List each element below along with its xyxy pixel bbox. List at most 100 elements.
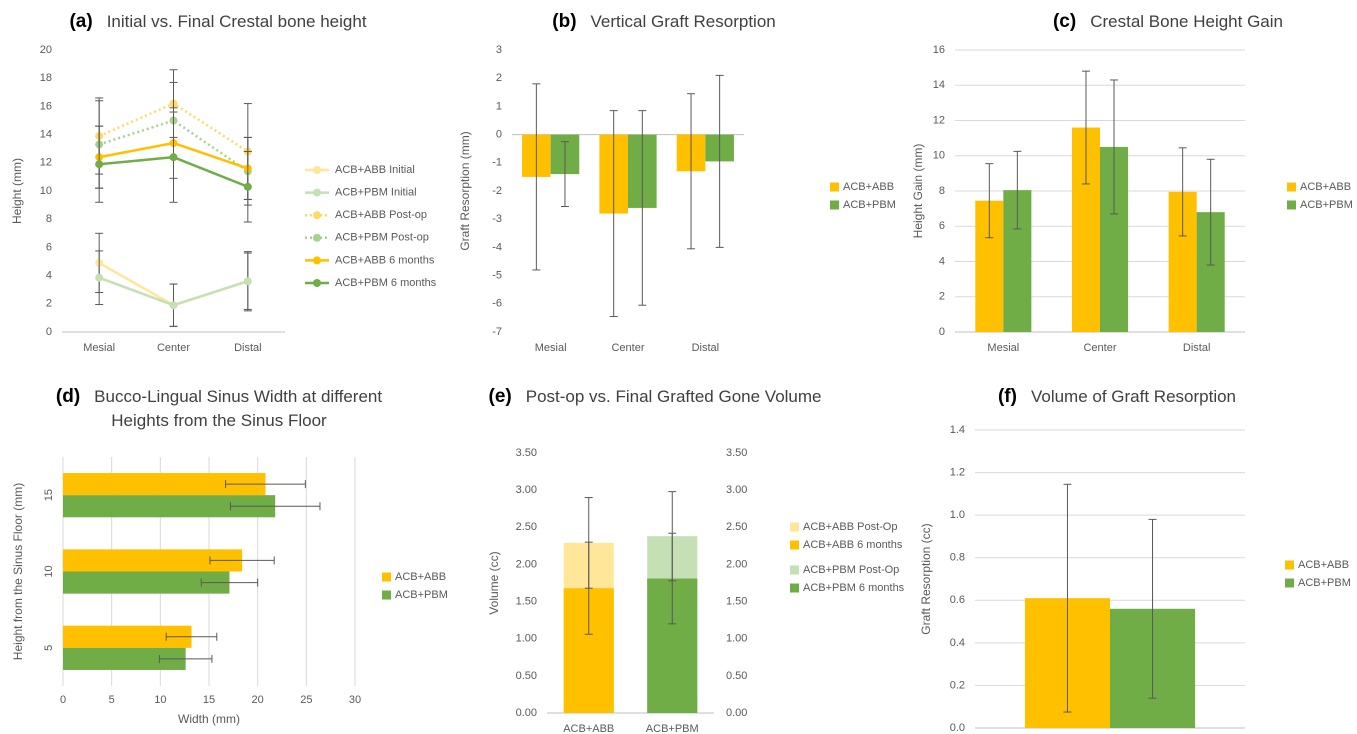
x-axis-title: Width (mm): [178, 712, 240, 726]
chart: Graft Resorption (mm) -7 -6 -5 -4 -3 -2 -1 0 1 2 3 M…: [458, 44, 896, 354]
legend-swatch: [382, 572, 391, 582]
marker: [243, 277, 252, 286]
y-tick-label: 10: [40, 185, 52, 197]
y-tick-label: 5: [43, 645, 55, 651]
x-tick-label: ACB+ABB: [563, 723, 614, 734]
y-tick-label: 1.50: [516, 595, 537, 607]
line: [98, 119, 249, 173]
y-tick-label: 8: [46, 213, 52, 225]
legend-swatch: [830, 182, 839, 192]
y2-tick-label: 3.00: [726, 484, 747, 496]
legend-swatch: [1287, 200, 1296, 210]
y-tick-label: 0: [496, 129, 502, 141]
legend-label: ACB+PBM: [1300, 199, 1353, 211]
y-tick-label: 8: [939, 185, 945, 197]
legend-swatch: [313, 166, 321, 174]
y-tick-label: 4: [46, 270, 52, 282]
chart-panel: Height (mm) 0 2 4 6 8 10 12 14 16 18 20 Mesial Center…: [0, 0, 452, 365]
legend-label: ACB+ABB 6 months: [803, 539, 903, 551]
legend-label: ACB+ABB Post-Op: [803, 521, 897, 533]
y-tick-label: 3.50: [516, 447, 537, 459]
y-tick-label: 16: [933, 44, 945, 56]
y-tick-label: -3: [492, 213, 502, 225]
chart-panel: Graft Resorption (cc) 0.0 0.2 0.4 0.6 0.8 1.0 1…: [905, 375, 1357, 734]
x-tick-label: 0: [60, 694, 66, 706]
panel-label: (b): [552, 11, 577, 32]
y-tick-label: -4: [492, 241, 502, 253]
legend-swatch: [790, 565, 799, 575]
legend-swatch: [790, 583, 799, 593]
x-tick-label: Center: [157, 342, 190, 354]
x-tick-label: 30: [349, 694, 361, 706]
marker: [95, 273, 104, 282]
chart-panel: Height Gain (mm) 0 2 4 6 8 10 12 14 16 Mesial Cente…: [905, 0, 1357, 365]
bar: [63, 473, 266, 496]
title-text: Vertical Graft Resorption: [590, 12, 776, 31]
chart: Height (mm) 0 2 4 6 8 10 12 14 16 18 20 Mesial Center…: [10, 44, 437, 354]
panel-label: (a): [69, 11, 93, 32]
y-tick-label: 16: [40, 100, 52, 112]
y2-tick-label: 3.50: [726, 447, 747, 459]
y-tick-label: 12: [933, 114, 945, 126]
marker: [95, 160, 104, 169]
panel-label: (e): [488, 386, 512, 407]
legend-swatch: [1285, 560, 1294, 570]
legend-label: ACB+ABB: [1298, 559, 1349, 571]
y-tick-label: 2: [496, 72, 502, 84]
marker: [243, 182, 252, 191]
y-axis-title: Graft Resorption (mm): [458, 131, 472, 250]
x-tick-label: Center: [611, 342, 644, 354]
chart-title: (c) Crestal Bone Height Gain: [953, 10, 1357, 34]
legend-label: ACB+ABB Post-op: [335, 209, 427, 221]
y-tick-label: 1: [496, 100, 502, 112]
y-axis-title: Height Gain (mm): [911, 144, 925, 239]
y-tick-label: -1: [492, 157, 502, 169]
y-tick-label: 20: [40, 44, 52, 56]
panel-label: (f): [997, 386, 1017, 407]
legend-label: ACB+PBM: [395, 589, 448, 601]
y-tick-label: 15: [43, 489, 55, 501]
y2-tick-label: 0.50: [726, 670, 747, 682]
legend-label: ACB+PBM Initial: [335, 187, 417, 199]
legend-label: ACB+PBM Post-Op: [803, 564, 899, 576]
legend-swatch: [313, 233, 321, 242]
legend-label: ACB+ABB: [843, 181, 894, 193]
y2-tick-label: 2.00: [726, 558, 747, 570]
y-tick-label: 1.4: [950, 424, 965, 436]
legend-label: ACB+ABB: [395, 571, 446, 583]
y2-tick-label: 0.00: [726, 707, 747, 719]
y-axis-title: Height (mm): [10, 158, 24, 224]
bar: [63, 549, 243, 572]
x-tick-label: Distal: [692, 342, 720, 354]
y-tick-label: 6: [939, 220, 945, 232]
y-tick-label: 2: [939, 291, 945, 303]
y-tick-label: 4: [939, 255, 945, 267]
chart-title: (d) Bucco-Lingual Sinus Width at differen…: [44, 385, 394, 433]
chart-title: (a) Initial vs. Final Crestal bone height: [3, 10, 433, 34]
bar: [63, 571, 230, 594]
x-tick-label: Distal: [234, 342, 262, 354]
legend-swatch: [313, 211, 321, 220]
legend-swatch: [790, 522, 799, 532]
chart: Height from the Sinus Floor (mm) 0 5 10 15 20…: [11, 457, 448, 726]
legend-label: ACB+PBM Post-op: [335, 232, 429, 244]
legend-swatch: [790, 540, 799, 550]
x-tick-label: Mesial: [83, 342, 115, 354]
y-tick-label: 0.6: [950, 594, 965, 606]
y-tick-label: 0.2: [950, 679, 965, 691]
legend-swatch: [382, 590, 391, 600]
legend-label: ACB+PBM 6 months: [335, 277, 437, 289]
y-axis-title: Height from the Sinus Floor (mm): [11, 483, 25, 660]
bar: [63, 495, 276, 518]
y-tick-label: 2.50: [516, 521, 537, 533]
x-tick-label: 20: [252, 694, 264, 706]
legend-swatch: [313, 188, 321, 197]
chart-title: (f) Volume of Graft Resorption: [902, 385, 1332, 409]
chart-panel: Volume (cc) 0.00 0.50 1.00 1.50 2.00 2.50 3.00 3…: [452, 375, 905, 734]
y-tick-label: -2: [492, 185, 502, 197]
y-tick-label: 6: [46, 241, 52, 253]
title-text: Initial vs. Final Crestal bone height: [106, 12, 367, 31]
chart-panel: Height from the Sinus Floor (mm) 0 5 10 15 20…: [0, 375, 452, 734]
legend-swatch: [830, 200, 839, 210]
x-tick-label: 15: [203, 694, 215, 706]
